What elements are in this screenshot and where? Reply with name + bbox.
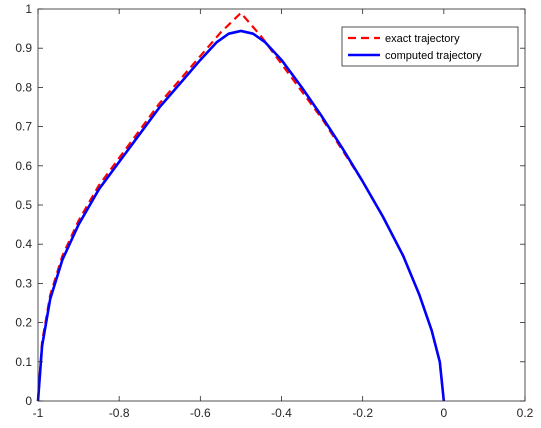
x-tick-label: -1 (33, 406, 44, 420)
x-tick-label: 0 (440, 406, 447, 420)
axes-layer: -1 -0.8 -0.6 -0.4 -0.2 0 0.2 0 0.1 0.2 0.3 0.4 0.5 0.… (15, 2, 533, 420)
y-tick-label: 0 (25, 394, 32, 408)
series-line-computed-trajectory (36, 29, 446, 402)
legend: exact trajectory computed trajectory (341, 26, 519, 67)
y-tick-label: 0.8 (15, 80, 32, 94)
y-tick-label: 1 (25, 2, 32, 16)
y-tick-label: 0.6 (15, 159, 32, 173)
legend-label: computed trajectory (385, 50, 482, 62)
plot-area (38, 9, 525, 401)
series-layer (36, 11, 446, 402)
legend-box (341, 26, 519, 67)
x-tick-label: -0.4 (271, 406, 292, 420)
y-tick-label: 0.1 (15, 355, 32, 369)
x-tick-label: -0.6 (190, 406, 211, 420)
x-tick-label: -0.8 (109, 406, 130, 420)
y-tick-label: 0.5 (15, 198, 32, 212)
y-tick-label: 0.4 (15, 237, 32, 251)
y-tick-label: 0.3 (15, 276, 32, 290)
x-tick-label: 0.2 (517, 406, 534, 420)
y-tick-label: 0.2 (15, 316, 32, 330)
y-tick-label: 0.7 (15, 120, 32, 134)
plot-background (38, 9, 525, 401)
legend-label: exact trajectory (385, 33, 460, 45)
x-tick-label: -0.2 (352, 406, 373, 420)
y-tick-label: 0.9 (15, 41, 32, 55)
